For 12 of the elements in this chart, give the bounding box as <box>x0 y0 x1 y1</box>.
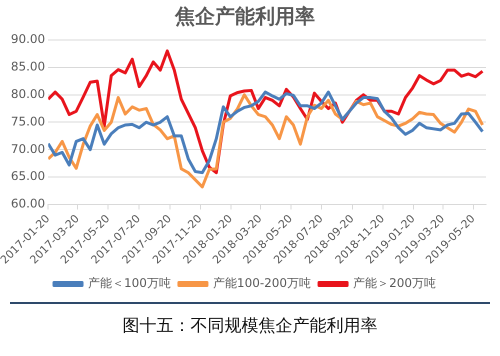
legend-label: 产能＞200万吨 <box>353 276 436 290</box>
legend-label: 产能＜100万吨 <box>88 276 171 290</box>
y-tick-label: 80.00 <box>10 86 46 101</box>
y-tick-label: 65.00 <box>10 169 46 184</box>
legend-label: 产能100-200万吨 <box>212 276 312 290</box>
text: 图十五：不同规模焦企产能利用率 <box>122 315 378 337</box>
y-tick-label: 90.00 <box>10 32 46 46</box>
y-tick-label: 70.00 <box>10 142 46 156</box>
y-tick-label: 75.00 <box>10 114 46 128</box>
chart-title: 焦企产能利用率 <box>174 4 315 28</box>
y-tick-label: 60.00 <box>10 196 46 211</box>
y-tick-label: 85.00 <box>10 60 46 74</box>
